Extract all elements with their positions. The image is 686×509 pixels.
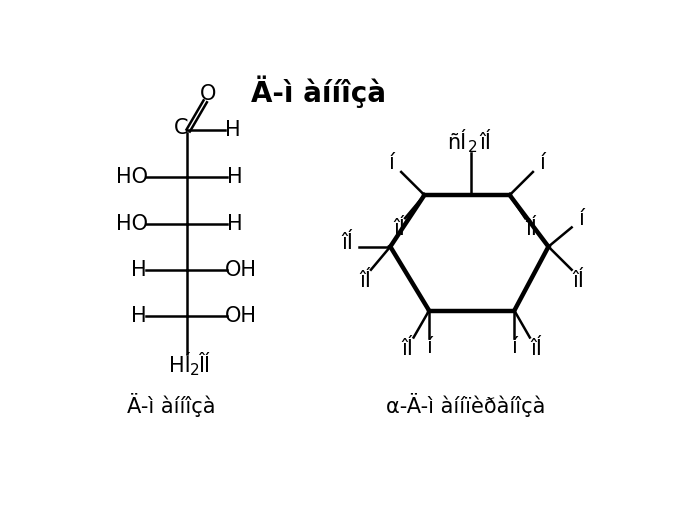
Text: îÍ: îÍ xyxy=(359,271,371,291)
Text: í: í xyxy=(578,209,584,229)
Text: H: H xyxy=(227,167,242,187)
Text: Ä-ì àííîçà: Ä-ì àííîçà xyxy=(251,76,386,108)
Text: O: O xyxy=(200,84,216,104)
Text: HO: HO xyxy=(116,167,148,187)
Text: í: í xyxy=(426,337,432,357)
Text: îÍ: îÍ xyxy=(479,133,490,153)
Text: OH: OH xyxy=(225,260,257,280)
Text: îÍ: îÍ xyxy=(394,219,405,239)
Text: 2: 2 xyxy=(190,363,200,378)
Text: α-Ä-ì àííïèðàíîçà: α-Ä-ì àííïèðàíîçà xyxy=(386,393,545,417)
Text: í: í xyxy=(389,153,395,173)
Text: 2: 2 xyxy=(468,140,477,155)
Text: í: í xyxy=(511,337,517,357)
Text: НÍ: НÍ xyxy=(169,356,191,376)
Text: OH: OH xyxy=(225,306,257,326)
Text: îÍ: îÍ xyxy=(530,339,542,359)
Text: H: H xyxy=(227,214,242,234)
Text: HO: HO xyxy=(116,214,148,234)
Text: îÍ: îÍ xyxy=(525,219,537,239)
Text: C: C xyxy=(174,118,189,138)
Text: H: H xyxy=(130,260,146,280)
Text: îÍ: îÍ xyxy=(572,270,584,291)
Text: ÎÍ: ÎÍ xyxy=(198,356,211,376)
Text: H: H xyxy=(130,306,146,326)
Text: Ä-ì àííîçà: Ä-ì àííîçà xyxy=(127,393,215,417)
Text: ñÍ: ñÍ xyxy=(447,133,466,153)
Text: í: í xyxy=(539,153,545,173)
Text: îÍ: îÍ xyxy=(401,339,413,359)
Text: H: H xyxy=(225,120,241,139)
Text: îÍ: îÍ xyxy=(342,233,354,253)
